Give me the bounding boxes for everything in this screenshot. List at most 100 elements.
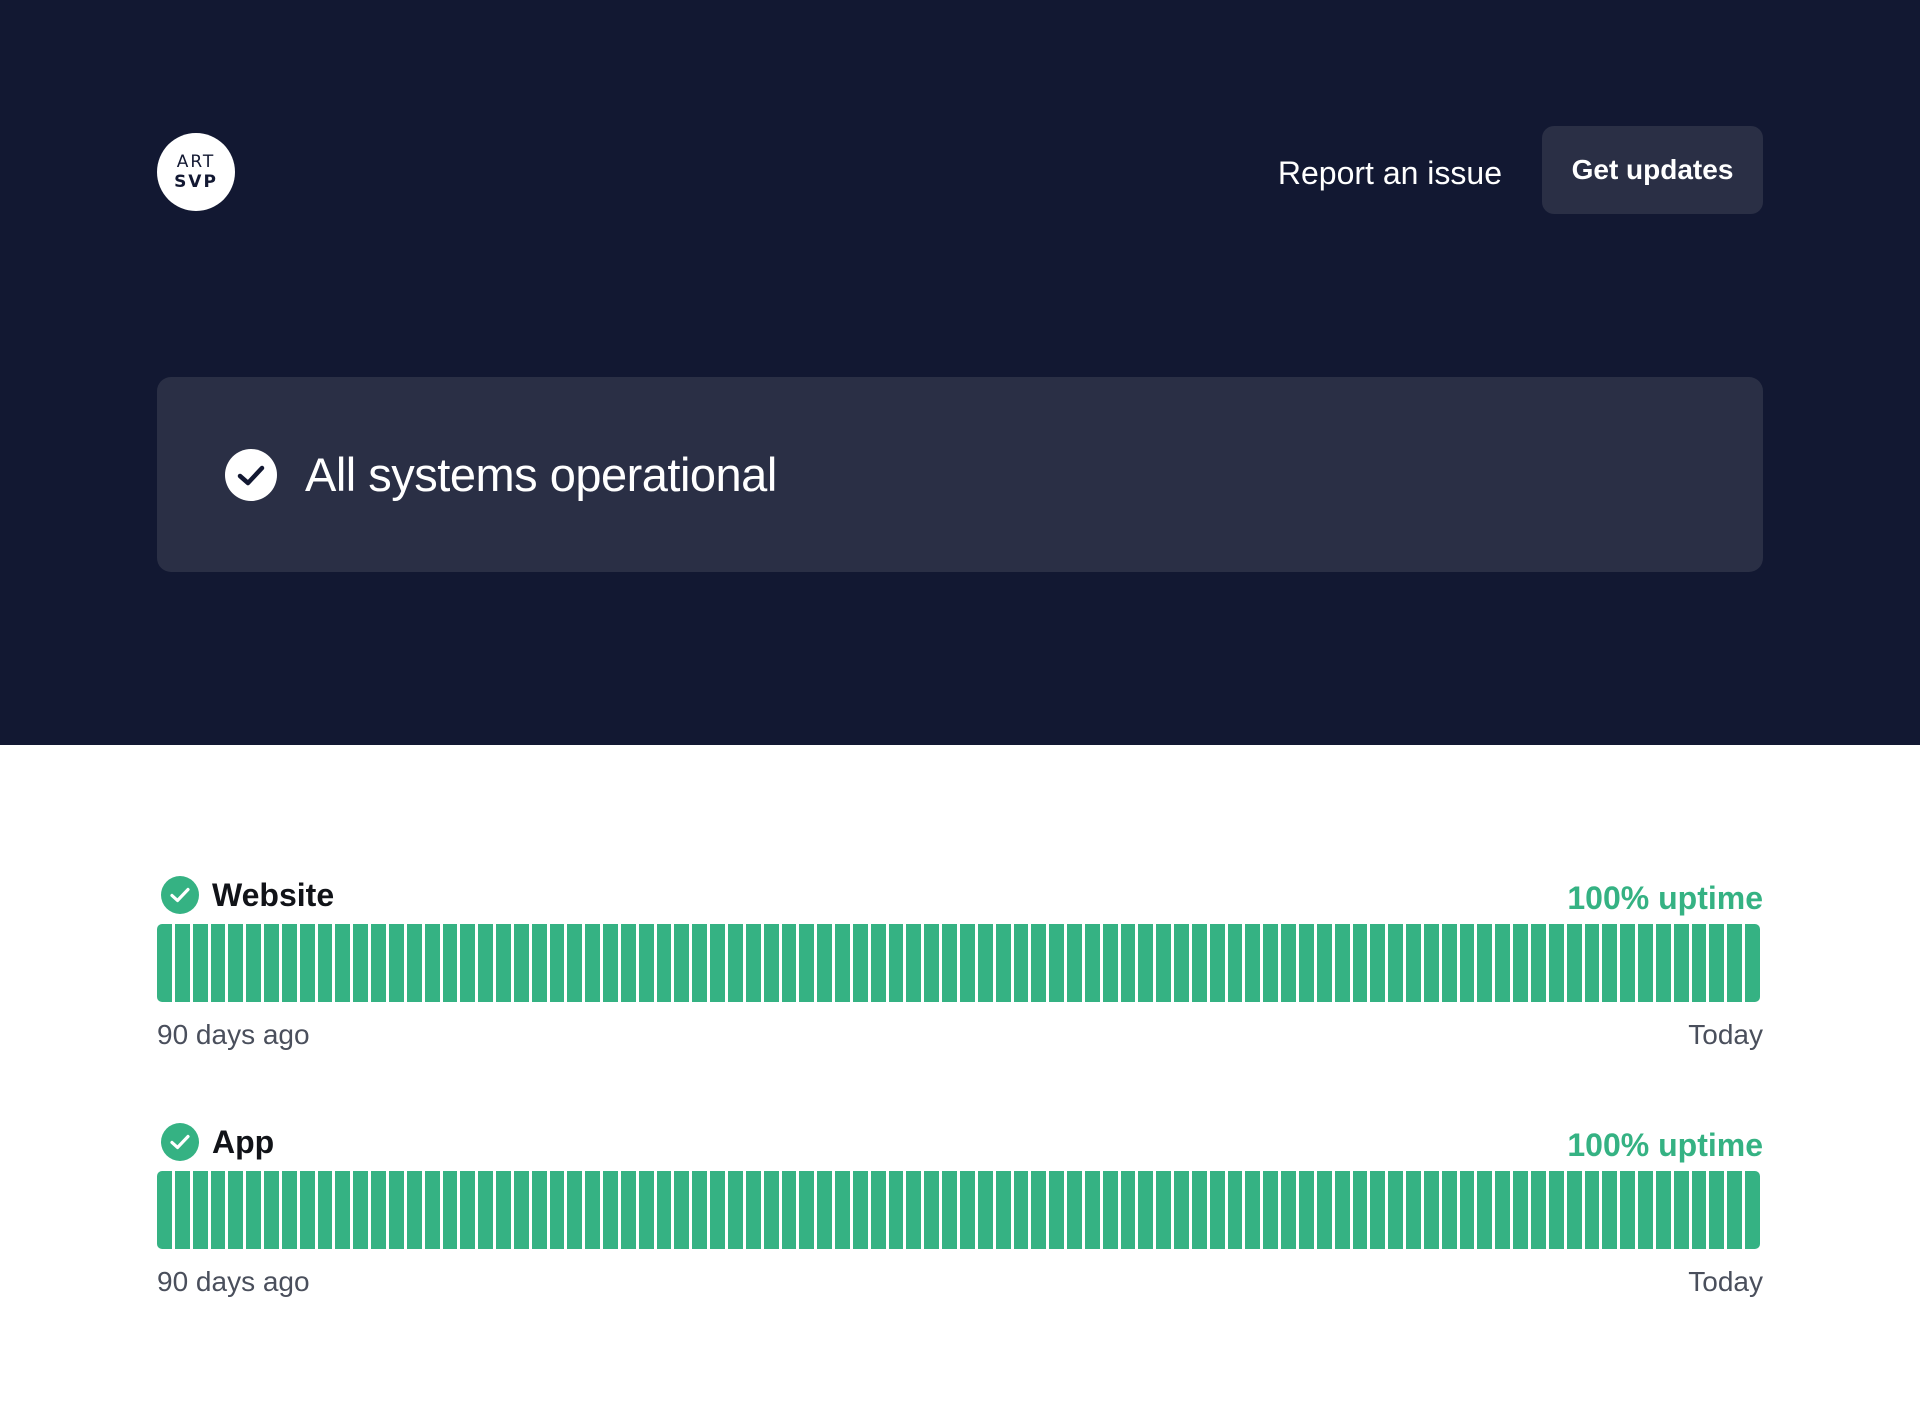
- uptime-day-bar[interactable]: [745, 924, 761, 1002]
- uptime-day-bar[interactable]: [1299, 924, 1314, 1002]
- uptime-day-bar[interactable]: [852, 924, 868, 1002]
- uptime-day-bar[interactable]: [1513, 924, 1528, 1002]
- uptime-day-bar[interactable]: [763, 924, 779, 1002]
- uptime-day-bar[interactable]: [1334, 1171, 1350, 1249]
- uptime-day-bar[interactable]: [192, 1171, 208, 1249]
- uptime-day-bar[interactable]: [1530, 924, 1546, 1002]
- uptime-day-bar[interactable]: [513, 924, 529, 1002]
- uptime-day-bar[interactable]: [1655, 924, 1671, 1002]
- uptime-day-bar[interactable]: [1620, 924, 1636, 1002]
- uptime-day-bar[interactable]: [1156, 924, 1172, 1002]
- uptime-day-bar[interactable]: [870, 1171, 886, 1249]
- uptime-day-bar[interactable]: [1067, 1171, 1082, 1249]
- uptime-day-bar[interactable]: [745, 1171, 761, 1249]
- uptime-day-bar[interactable]: [638, 924, 654, 1002]
- uptime-day-bar[interactable]: [442, 1171, 458, 1249]
- uptime-day-bar[interactable]: [1013, 1171, 1029, 1249]
- uptime-day-bar[interactable]: [1281, 924, 1296, 1002]
- uptime-day-bar[interactable]: [335, 924, 351, 1002]
- uptime-day-bar[interactable]: [924, 924, 940, 1002]
- uptime-day-bar[interactable]: [977, 1171, 993, 1249]
- uptime-day-bar[interactable]: [620, 924, 636, 1002]
- uptime-day-bar[interactable]: [1120, 1171, 1136, 1249]
- uptime-day-bar[interactable]: [1745, 1171, 1760, 1249]
- uptime-day-bar[interactable]: [1602, 1171, 1618, 1249]
- uptime-day-bar[interactable]: [1673, 1171, 1689, 1249]
- uptime-day-bar[interactable]: [728, 1171, 743, 1249]
- uptime-day-bar[interactable]: [1227, 924, 1243, 1002]
- uptime-day-bar[interactable]: [1209, 1171, 1225, 1249]
- uptime-day-bar[interactable]: [1156, 1171, 1172, 1249]
- uptime-day-bar[interactable]: [531, 1171, 547, 1249]
- uptime-day-bar[interactable]: [1102, 924, 1118, 1002]
- uptime-day-bar[interactable]: [353, 924, 369, 1002]
- uptime-day-bar[interactable]: [1495, 924, 1511, 1002]
- uptime-day-bar[interactable]: [1245, 1171, 1261, 1249]
- get-updates-button[interactable]: Get updates: [1542, 126, 1763, 214]
- uptime-day-bar[interactable]: [1209, 924, 1225, 1002]
- uptime-day-bar[interactable]: [478, 924, 494, 1002]
- uptime-day-bar[interactable]: [1620, 1171, 1636, 1249]
- uptime-day-bar[interactable]: [264, 1171, 279, 1249]
- uptime-day-bar[interactable]: [1459, 1171, 1475, 1249]
- uptime-day-bar[interactable]: [567, 1171, 583, 1249]
- uptime-day-bar[interactable]: [835, 924, 850, 1002]
- uptime-day-bar[interactable]: [317, 1171, 333, 1249]
- uptime-day-bar[interactable]: [888, 924, 904, 1002]
- uptime-day-bar[interactable]: [1031, 924, 1047, 1002]
- uptime-day-bar[interactable]: [388, 924, 404, 1002]
- uptime-day-bar[interactable]: [460, 1171, 476, 1249]
- uptime-day-bar[interactable]: [228, 924, 244, 1002]
- uptime-day-bar[interactable]: [1174, 1171, 1189, 1249]
- uptime-day-bar[interactable]: [549, 1171, 565, 1249]
- uptime-day-bar[interactable]: [710, 1171, 725, 1249]
- uptime-day-bar[interactable]: [371, 924, 386, 1002]
- uptime-day-bar[interactable]: [1174, 924, 1189, 1002]
- uptime-day-bar[interactable]: [1138, 1171, 1154, 1249]
- uptime-day-bar[interactable]: [1388, 924, 1404, 1002]
- uptime-day-bar[interactable]: [692, 1171, 708, 1249]
- uptime-day-bar[interactable]: [1352, 924, 1368, 1002]
- uptime-day-bar[interactable]: [799, 1171, 815, 1249]
- uptime-day-bar[interactable]: [299, 924, 315, 1002]
- uptime-day-bar[interactable]: [906, 924, 922, 1002]
- uptime-day-bar[interactable]: [1049, 924, 1065, 1002]
- uptime-day-bar[interactable]: [781, 1171, 797, 1249]
- uptime-day-bar[interactable]: [1370, 924, 1386, 1002]
- uptime-day-bar[interactable]: [1548, 924, 1564, 1002]
- uptime-day-bar[interactable]: [585, 924, 601, 1002]
- uptime-day-bar[interactable]: [353, 1171, 369, 1249]
- uptime-day-bar[interactable]: [371, 1171, 386, 1249]
- uptime-day-bar[interactable]: [1566, 1171, 1582, 1249]
- uptime-day-bar[interactable]: [281, 1171, 297, 1249]
- uptime-day-bar[interactable]: [942, 1171, 957, 1249]
- uptime-day-bar[interactable]: [228, 1171, 244, 1249]
- uptime-day-bar[interactable]: [1263, 1171, 1279, 1249]
- uptime-day-bar[interactable]: [1245, 924, 1261, 1002]
- uptime-day-bar[interactable]: [513, 1171, 529, 1249]
- uptime-day-bar[interactable]: [1691, 924, 1707, 1002]
- uptime-day-bar[interactable]: [496, 1171, 511, 1249]
- uptime-day-bar[interactable]: [1584, 1171, 1600, 1249]
- uptime-day-bar[interactable]: [1709, 1171, 1725, 1249]
- uptime-day-bar[interactable]: [1495, 1171, 1511, 1249]
- uptime-day-bar[interactable]: [210, 1171, 226, 1249]
- uptime-day-bar[interactable]: [674, 1171, 690, 1249]
- uptime-day-bar[interactable]: [1191, 1171, 1207, 1249]
- uptime-day-bar[interactable]: [799, 924, 815, 1002]
- uptime-day-bar[interactable]: [585, 1171, 601, 1249]
- uptime-day-bar[interactable]: [157, 1171, 172, 1249]
- uptime-day-bar[interactable]: [674, 924, 690, 1002]
- uptime-day-bar[interactable]: [1655, 1171, 1671, 1249]
- uptime-day-bar[interactable]: [1120, 924, 1136, 1002]
- uptime-day-bar[interactable]: [656, 1171, 672, 1249]
- uptime-day-bar[interactable]: [210, 924, 226, 1002]
- uptime-day-bar[interactable]: [656, 924, 672, 1002]
- uptime-day-bar[interactable]: [478, 1171, 494, 1249]
- uptime-day-bar[interactable]: [781, 924, 797, 1002]
- uptime-day-bar[interactable]: [192, 924, 208, 1002]
- uptime-day-bar[interactable]: [1316, 924, 1332, 1002]
- uptime-day-bar[interactable]: [1727, 924, 1743, 1002]
- uptime-day-bar[interactable]: [1352, 1171, 1368, 1249]
- uptime-day-bar[interactable]: [264, 924, 279, 1002]
